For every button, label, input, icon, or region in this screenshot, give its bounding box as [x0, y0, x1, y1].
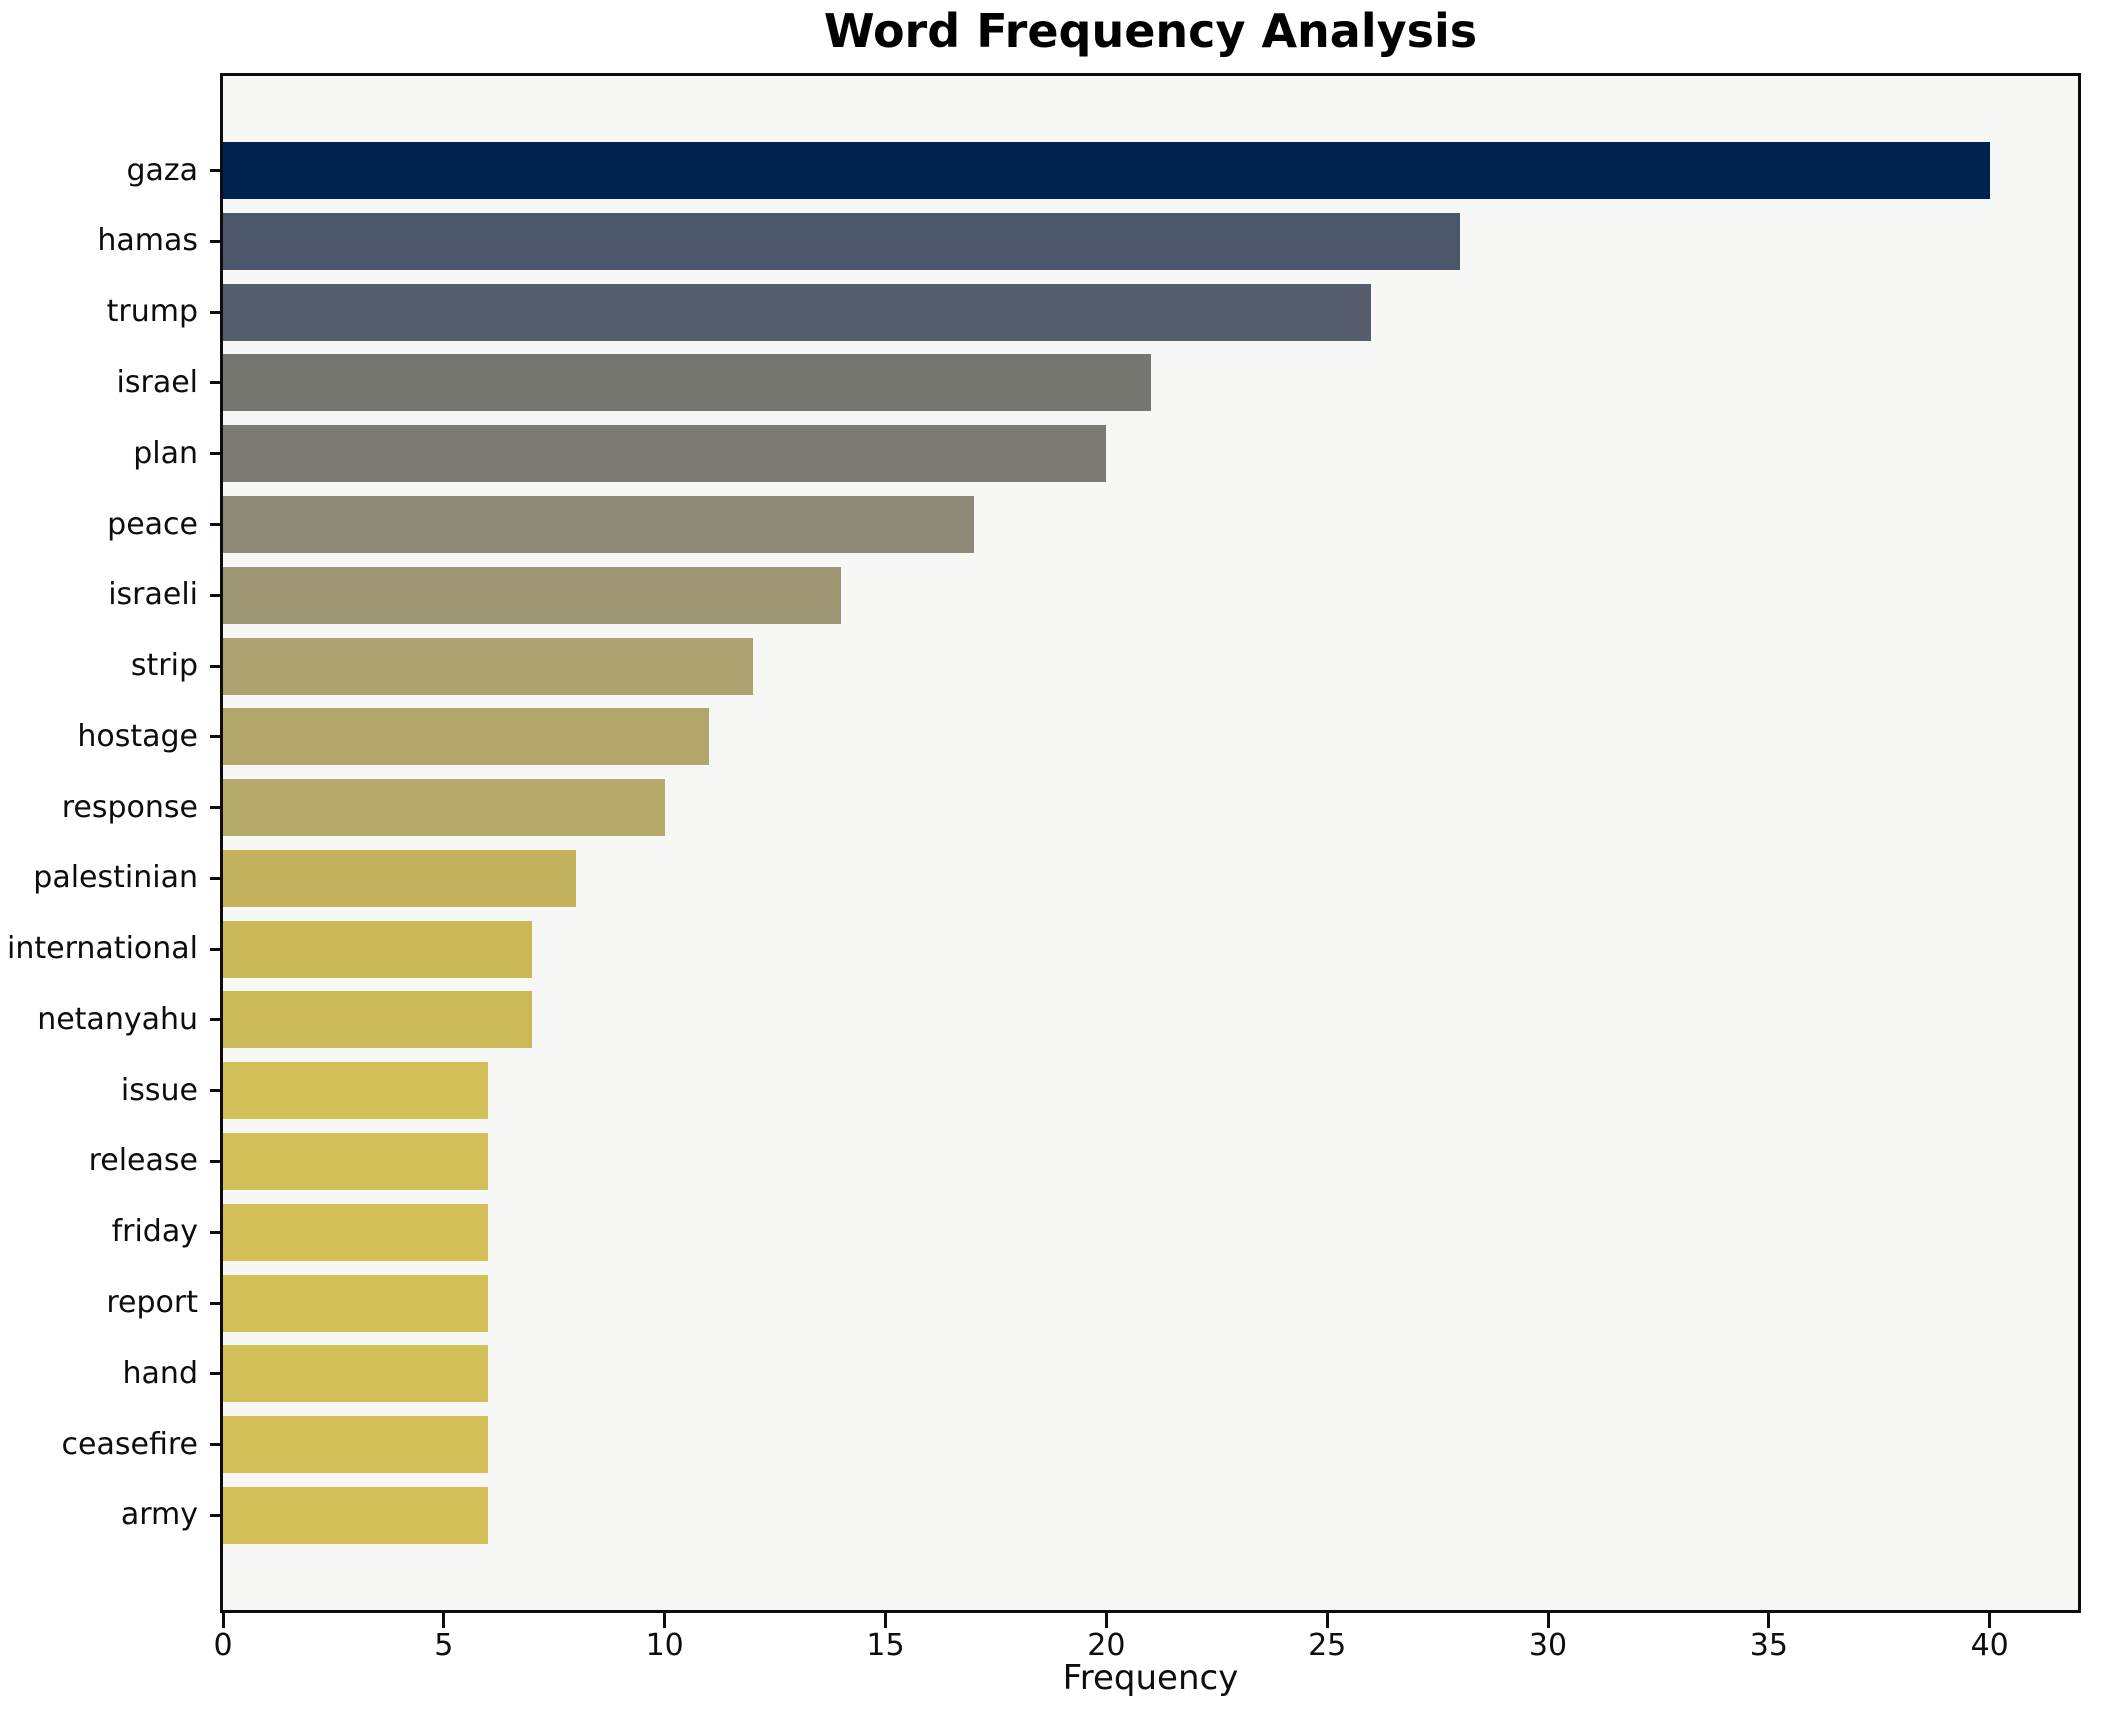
x-tick-mark [884, 1613, 887, 1628]
y-tick-mark [210, 735, 220, 739]
y-tick-mark [210, 876, 220, 880]
y-tick-label: israel [116, 364, 198, 400]
y-tick-mark [210, 664, 220, 668]
x-axis-label: Frequency [1062, 1658, 1239, 1698]
y-tick-mark [210, 1159, 220, 1163]
x-tick-label: 15 [866, 1628, 905, 1663]
x-tick-mark [1325, 1613, 1329, 1628]
y-tick-label: release [88, 1143, 198, 1179]
y-tick-label: hamas [97, 223, 198, 259]
y-tick-label: israeli [108, 577, 198, 613]
plot-area [220, 73, 2081, 1613]
bar-hamas [223, 212, 1460, 270]
bar-report [223, 1274, 488, 1332]
chart-title: Word Frequency Analysis [823, 4, 1478, 58]
bar-army [223, 1486, 488, 1544]
x-tick-mark [1104, 1613, 1108, 1628]
y-tick-label: netanyahu [37, 1001, 198, 1037]
bar-strip [223, 637, 753, 695]
x-tick-mark [663, 1613, 667, 1628]
y-tick-mark [210, 947, 220, 951]
x-tick-mark [221, 1613, 225, 1628]
y-tick-label: response [61, 789, 198, 825]
x-tick-label: 5 [434, 1628, 454, 1663]
y-tick-label: army [120, 1497, 198, 1533]
y-tick-mark [210, 1372, 220, 1376]
bar-issue [223, 1062, 488, 1120]
bar-friday [223, 1203, 488, 1261]
bar-peace [223, 496, 974, 554]
x-tick-mark [1546, 1613, 1550, 1628]
y-tick-label: report [106, 1285, 198, 1321]
bar-trump [223, 283, 1372, 341]
x-tick-label: 0 [213, 1628, 233, 1663]
y-tick-mark [210, 1443, 220, 1447]
bar-response [223, 779, 665, 837]
y-tick-label: trump [106, 294, 198, 330]
bar-release [223, 1132, 488, 1190]
y-tick-label: hostage [77, 718, 198, 754]
y-tick-label: palestinian [33, 860, 198, 896]
y-tick-label: friday [111, 1214, 198, 1250]
y-tick-mark [210, 806, 220, 810]
x-tick-label: 30 [1528, 1628, 1568, 1663]
y-tick-mark [210, 381, 220, 385]
y-tick-label: strip [130, 648, 198, 684]
bar-ceasefire [223, 1416, 488, 1474]
bar-israeli [223, 566, 842, 624]
y-tick-mark [210, 1230, 220, 1234]
y-tick-label: peace [107, 506, 198, 542]
y-tick-mark [210, 1018, 220, 1022]
bar-plan [223, 425, 1107, 483]
bar-netanyahu [223, 991, 533, 1049]
y-tick-mark [210, 1513, 220, 1517]
bar-international [223, 920, 533, 978]
x-tick-mark [442, 1613, 446, 1628]
bar-hand [223, 1345, 488, 1403]
y-tick-label: hand [122, 1355, 198, 1391]
x-tick-label: 40 [1970, 1628, 2009, 1663]
y-tick-mark [210, 593, 220, 597]
y-tick-mark [210, 1301, 220, 1305]
y-tick-mark [210, 169, 220, 173]
x-tick-label: 35 [1749, 1628, 1788, 1663]
y-tick-mark [210, 452, 220, 456]
bar-israel [223, 354, 1151, 412]
bar-hostage [223, 708, 709, 766]
bar-palestinian [223, 849, 577, 907]
y-tick-label: ceasefire [61, 1426, 198, 1462]
y-tick-mark [210, 1089, 220, 1093]
y-tick-mark [210, 310, 220, 314]
x-tick-label: 10 [645, 1628, 684, 1663]
y-tick-mark [210, 523, 220, 527]
y-tick-label: international [7, 931, 198, 967]
y-tick-label: gaza [126, 152, 198, 188]
x-tick-mark [1988, 1613, 1992, 1628]
x-tick-mark [1767, 1613, 1771, 1628]
x-tick-label: 20 [1087, 1628, 1126, 1663]
y-tick-mark [210, 239, 220, 243]
y-tick-label: issue [120, 1072, 198, 1108]
x-tick-label: 25 [1308, 1628, 1347, 1663]
y-tick-label: plan [133, 435, 198, 471]
bar-gaza [223, 142, 1990, 200]
